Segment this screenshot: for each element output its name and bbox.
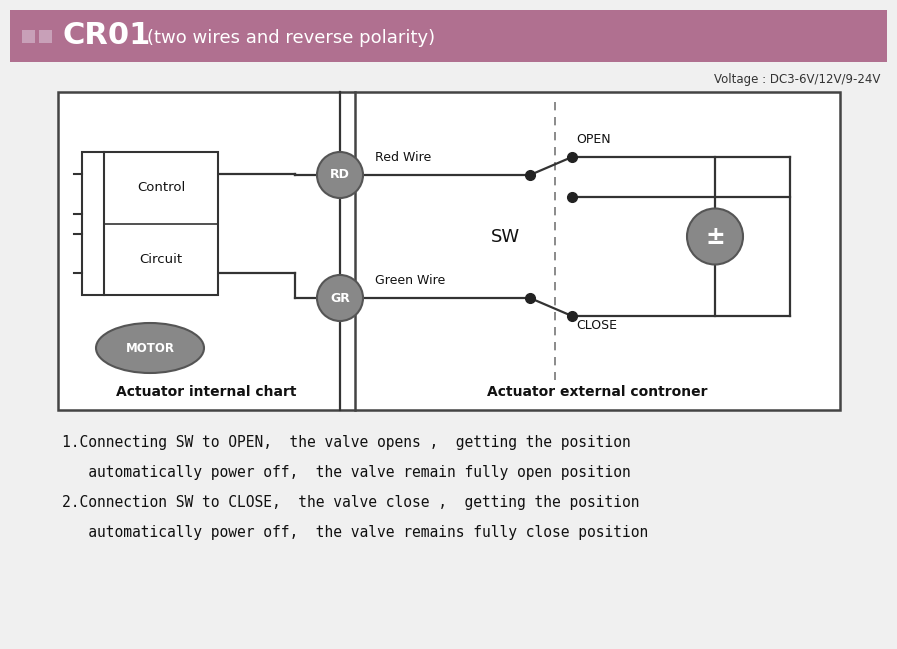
Text: 1.Connecting SW to OPEN,  the valve opens ,  getting the position: 1.Connecting SW to OPEN, the valve opens… bbox=[62, 435, 631, 450]
Text: ±: ± bbox=[705, 225, 725, 249]
Text: Red Wire: Red Wire bbox=[375, 151, 431, 164]
Text: CR01: CR01 bbox=[63, 21, 152, 51]
Text: MOTOR: MOTOR bbox=[126, 341, 175, 354]
Text: Voltage : DC3-6V/12V/9-24V: Voltage : DC3-6V/12V/9-24V bbox=[714, 73, 880, 86]
Text: CLOSE: CLOSE bbox=[576, 319, 617, 332]
Circle shape bbox=[317, 152, 363, 198]
Bar bbox=[22, 29, 35, 42]
Text: RD: RD bbox=[330, 169, 350, 182]
Text: OPEN: OPEN bbox=[576, 133, 611, 146]
Text: Actuator internal chart: Actuator internal chart bbox=[117, 385, 297, 399]
Text: automatically power off,  the valve remains fully close position: automatically power off, the valve remai… bbox=[62, 525, 649, 540]
Text: Control: Control bbox=[137, 181, 185, 194]
Text: GR: GR bbox=[330, 291, 350, 304]
Bar bbox=[82, 152, 218, 295]
Text: Green Wire: Green Wire bbox=[375, 274, 445, 287]
Text: (two wires and reverse polarity): (two wires and reverse polarity) bbox=[147, 29, 435, 47]
Bar bbox=[39, 29, 52, 42]
Circle shape bbox=[687, 208, 743, 265]
Text: Actuator external controner: Actuator external controner bbox=[487, 385, 708, 399]
Bar bbox=[58, 92, 840, 410]
Ellipse shape bbox=[96, 323, 204, 373]
Circle shape bbox=[317, 275, 363, 321]
Bar bbox=[10, 10, 887, 62]
Text: automatically power off,  the valve remain fully open position: automatically power off, the valve remai… bbox=[62, 465, 631, 480]
Text: 2.Connection SW to CLOSE,  the valve close ,  getting the position: 2.Connection SW to CLOSE, the valve clos… bbox=[62, 495, 640, 510]
Text: Circuit: Circuit bbox=[139, 252, 183, 265]
Text: SW: SW bbox=[491, 228, 519, 245]
